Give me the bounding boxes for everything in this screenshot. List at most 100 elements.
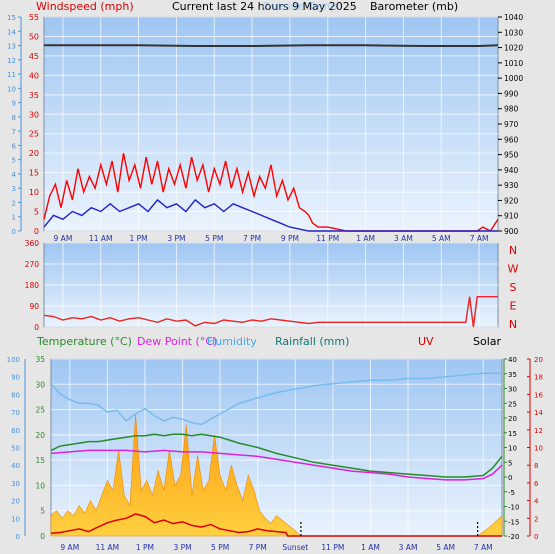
far-left-axis-tick-label: 1	[12, 214, 16, 222]
outside-temp-header: Outside Temp. ---	[262, 0, 356, 13]
x-axis-tick-label: 9 PM	[281, 234, 299, 243]
humidity-axis-tick-label: 100	[7, 356, 20, 364]
x-axis-tick-label: 11 PM	[316, 234, 339, 243]
right-axis-tick-label: 990	[504, 89, 519, 98]
x-axis-tick-label: 1 PM	[130, 234, 148, 243]
humidity-axis-tick-label: 80	[11, 391, 20, 399]
uv-axis-tick-label: 0	[534, 533, 538, 541]
direction-axis-tick-label: 180	[25, 281, 40, 290]
windspeed-header: Windspeed (mph)	[36, 0, 134, 13]
temperature-right-tick-label: 35	[508, 371, 517, 379]
x-axis-tick-label: 7 PM	[249, 543, 267, 552]
series-uv	[50, 513, 502, 537]
uv-axis-tick-label: 6	[534, 480, 539, 488]
right-axis-tick-label: 950	[504, 151, 519, 160]
direction-label: N	[509, 244, 517, 257]
humidity-axis-tick-label: 70	[11, 409, 20, 417]
far-left-axis-tick-label: 4	[12, 171, 17, 179]
temperature-left-tick-label: 30	[35, 380, 45, 389]
far-left-axis-tick-label: 14	[7, 28, 16, 36]
x-axis-tick-label: 3 PM	[173, 543, 191, 552]
temperature-right-tick-label: 20	[508, 415, 517, 423]
temperature-right-tick-label: -5	[508, 489, 515, 497]
left-axis-tick-label: 45	[29, 52, 39, 61]
series-wind-direction	[43, 296, 498, 328]
x-axis-tick-label: 11 AM	[89, 234, 113, 243]
humidity-axis-tick-label: 10	[11, 515, 20, 523]
series-temperature	[50, 433, 503, 478]
left-axis-tick-label: 30	[29, 110, 39, 119]
x-axis-tick-label: 3 AM	[394, 234, 413, 243]
far-left-axis-tick-label: 13	[7, 43, 16, 51]
x-axis-tick-label: 1 PM	[136, 543, 154, 552]
right-axis-tick-label: 1040	[504, 13, 523, 22]
direction-label: N	[509, 318, 517, 331]
direction-label: W	[508, 263, 519, 276]
temperature-header: Temperature (°C)	[36, 335, 132, 348]
uv-axis-tick-label: 12	[534, 427, 543, 435]
humidity-axis-tick-label: 0	[16, 533, 20, 541]
humidity-header: Humidity	[207, 335, 257, 348]
far-left-axis-tick-label: 15	[7, 14, 16, 22]
right-axis-tick-label: 980	[504, 105, 519, 114]
temperature-right-tick-label: -10	[508, 504, 519, 512]
temperature-left-tick-label: 35	[35, 355, 45, 364]
temperature-left-tick-label: 25	[35, 406, 45, 415]
x-axis-tick-label: 7 PM	[243, 234, 261, 243]
x-axis-tick-label: 3 AM	[399, 543, 418, 552]
temperature-left-tick-label: 5	[40, 507, 45, 516]
far-left-axis-tick-label: 9	[12, 100, 16, 108]
x-axis-tick-label: 9 AM	[60, 543, 79, 552]
uv-axis-tick-label: 16	[534, 391, 543, 399]
humidity-axis-tick-label: 30	[11, 480, 20, 488]
panel-1-background	[43, 16, 499, 232]
far-left-axis-tick-label: 2	[12, 199, 16, 207]
left-axis-tick-label: 55	[29, 13, 39, 22]
right-axis-tick-label: 930	[504, 181, 519, 190]
right-axis-tick-label: 920	[504, 196, 519, 205]
far-left-axis-tick-label: 5	[12, 157, 16, 165]
far-left-axis-tick-label: 3	[12, 185, 16, 193]
series-solar	[50, 414, 503, 537]
right-axis-tick-label: 1010	[504, 59, 523, 68]
x-axis-tick-label: 1 AM	[356, 234, 375, 243]
far-left-axis-tick-label: 12	[7, 57, 16, 65]
temperature-left-tick-label: 20	[35, 431, 45, 440]
right-axis-tick-label: 970	[504, 120, 519, 129]
x-axis-tick-label: 7 AM	[470, 234, 489, 243]
direction-label: E	[510, 300, 517, 313]
temperature-left-tick-label: 15	[35, 456, 45, 465]
temperature-left-tick-label: 10	[35, 481, 45, 490]
direction-axis-tick-label: 270	[25, 260, 40, 269]
uv-axis-tick-label: 4	[534, 498, 539, 506]
humidity-axis-tick-label: 50	[11, 445, 20, 453]
temperature-right-tick-label: 30	[508, 386, 517, 394]
direction-axis-tick-label: 90	[29, 302, 39, 311]
temperature-left-tick-label: 0	[40, 532, 45, 541]
uv-axis-tick-label: 10	[534, 445, 543, 453]
x-axis-tick-label: 9 AM	[54, 234, 73, 243]
barometer-header: Barometer (mb)	[370, 0, 458, 13]
far-left-axis-tick-label: 10	[7, 85, 16, 93]
rainfall-header: Rainfall (mm)	[275, 335, 349, 348]
uv-axis-tick-label: 2	[534, 515, 538, 523]
x-axis-tick-label: 11 PM	[321, 543, 344, 552]
left-axis-tick-label: 5	[34, 208, 39, 217]
humidity-axis-tick-label: 20	[11, 498, 20, 506]
uv-header: UV	[418, 335, 434, 348]
right-axis-tick-label: 1020	[504, 44, 523, 53]
solar-header: Solar	[473, 335, 502, 348]
right-axis-tick-label: 1000	[504, 74, 523, 83]
series-humidity	[50, 372, 502, 426]
temperature-right-tick-label: 25	[508, 400, 517, 408]
x-axis-tick-label: 7 AM	[474, 543, 493, 552]
direction-axis-tick-label: 0	[34, 323, 39, 332]
left-axis-tick-label: 40	[29, 71, 39, 80]
temperature-right-tick-label: 5	[508, 459, 512, 467]
uv-axis-tick-label: 18	[534, 374, 543, 382]
right-axis-tick-label: 960	[504, 135, 519, 144]
left-axis-tick-label: 15	[29, 169, 39, 178]
